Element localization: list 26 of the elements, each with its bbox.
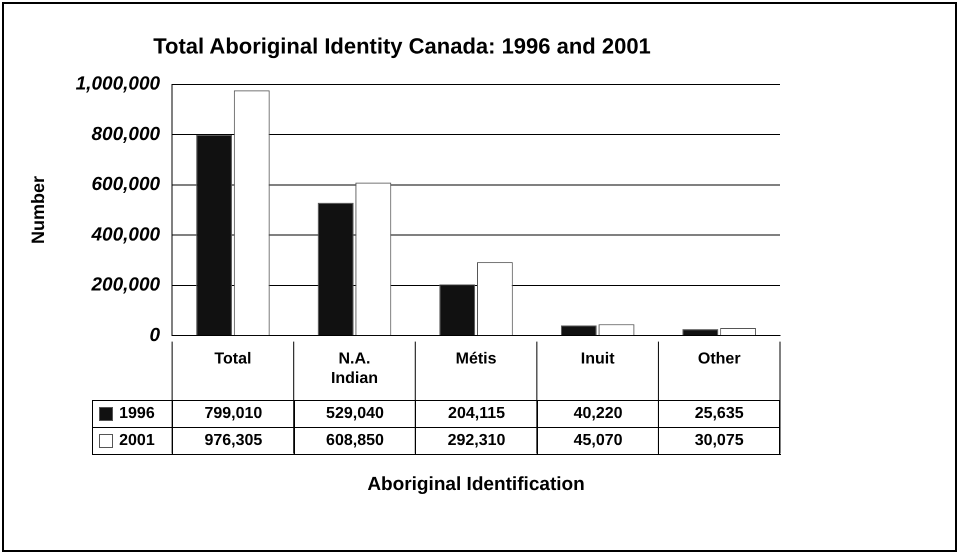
x-tick-label: Inuit [580,350,616,368]
data-label: 25,635 [658,400,780,428]
data-label: 45,070 [536,428,658,455]
y-tick-label: 800,000 [91,124,161,145]
legend-label: 2001 [119,432,155,450]
data-label: 976,305 [172,428,294,455]
x-tick-label: Total [214,350,252,368]
x-axis-title: Aboriginal Identification [366,474,586,496]
legend-label: 1996 [119,405,155,424]
data-label: 40,220 [536,400,658,428]
y-axis-title: Number [28,176,48,244]
y-tick-label: 200,000 [90,274,161,296]
x-tick-label: Métis [456,350,497,368]
y-tick-label: 0 [150,324,161,346]
chart-title: Total Aboriginal Identity Canada: 1996 and 2001 [153,33,651,58]
data-label: 799,010 [172,400,294,428]
data-label: 608,850 [294,428,416,455]
x-tick-label: Other [698,350,741,368]
y-tick-label: 400,000 [90,224,161,246]
x-tick-label: N.A. Indian [330,350,378,387]
y-tick-label: 1,000,000 [76,74,161,95]
data-label: 204,115 [415,400,537,428]
y-tick-label: 600,000 [91,174,161,196]
data-label: 292,310 [415,428,537,455]
data-label: 30,075 [658,428,780,455]
data-label: 529,040 [294,400,416,428]
